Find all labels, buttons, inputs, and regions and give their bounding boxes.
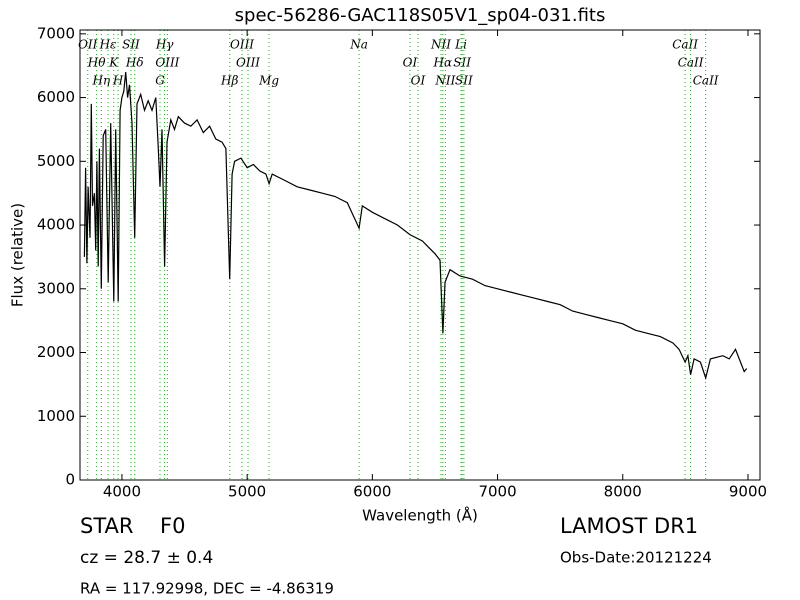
x-tick-label: 5000 — [228, 483, 266, 501]
y-tick-label: 7000 — [37, 24, 75, 42]
survey: LAMOST DR1 — [560, 514, 698, 538]
y-tick-label: 6000 — [37, 88, 75, 106]
y-axis-label: Flux (relative) — [9, 203, 27, 307]
y-tick-label: 0 — [65, 471, 75, 489]
redshift: cz = 28.7 ± 0.4 — [80, 548, 213, 568]
y-tick-label: 1000 — [37, 407, 75, 425]
chart-title: spec-56286-GAC118S05V1_sp04-031.fits — [235, 5, 606, 26]
object-subclass: F0 — [160, 514, 185, 538]
spectral-line-label: OIII — [230, 38, 254, 52]
spectral-line-label: OI — [403, 56, 418, 70]
spectral-line-label: Hγ — [155, 38, 174, 52]
spectral-line-label: OIII — [236, 56, 260, 70]
x-axis-label: Wavelength (Å) — [362, 506, 478, 525]
x-tick-label: 9000 — [729, 483, 767, 501]
spectral-line-label: OI — [411, 74, 426, 88]
spectral-line-label: Hε — [99, 38, 117, 52]
x-tick-label: 6000 — [353, 483, 391, 501]
y-tick-label: 3000 — [37, 279, 75, 297]
y-tick-label: 2000 — [37, 343, 75, 361]
spectral-line-label: Hβ — [220, 74, 238, 88]
obs-date: Obs-Date:20121224 — [560, 549, 712, 567]
spectral-line-label: Li — [454, 38, 467, 52]
spectral-line-label: OII — [78, 38, 98, 52]
y-tick-label: 5000 — [37, 152, 75, 170]
spectral-line-label: Hθ — [87, 56, 106, 70]
spectral-line-label: H — [112, 74, 124, 88]
spectral-line-label: CaII — [693, 74, 719, 88]
spectral-line-label: OIII — [155, 56, 179, 70]
spectral-line-label: Mg — [258, 74, 279, 88]
spectral-line-label: Hη — [91, 74, 110, 88]
spectral-line-label: SII — [455, 74, 473, 88]
spectral-line-label: Hα — [433, 56, 453, 70]
y-tick-label: 4000 — [37, 216, 75, 234]
plot-frame — [79, 29, 761, 481]
object-class: STAR — [80, 514, 133, 538]
spectral-line-label: CaII — [672, 38, 698, 52]
spectral-line-label: NII — [434, 74, 455, 88]
coordinates: RA = 117.92998, DEC = -4.86319 — [80, 580, 334, 598]
spectral-line-label: NII — [430, 38, 451, 52]
x-tick-label: 7000 — [478, 483, 516, 501]
spectral-line-label: Na — [349, 38, 368, 52]
spectral-line-label: G — [155, 74, 165, 88]
spectral-line-label: SII — [453, 56, 471, 70]
x-tick-label: 4000 — [103, 483, 141, 501]
spectral-line-label: SII — [122, 38, 140, 52]
spectrum-line — [83, 72, 748, 381]
spectral-line-label: CaII — [678, 56, 704, 70]
x-tick-label: 8000 — [604, 483, 642, 501]
spectral-line-label: Hδ — [125, 56, 144, 70]
spectral-line-label: K — [108, 56, 119, 70]
